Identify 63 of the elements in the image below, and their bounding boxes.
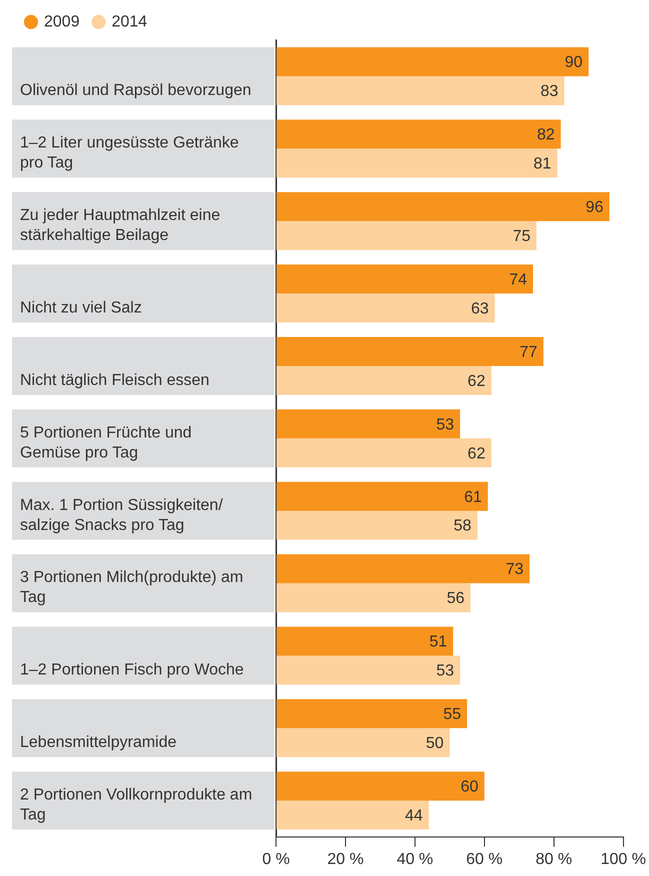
bar <box>276 264 534 294</box>
y-tick-label: 3 Portionen Milch(produkte) am Tag <box>20 569 244 606</box>
y-tick-label: Olivenöl und Rapsöl bevorzugen <box>20 82 252 100</box>
y-tick-label: Zu jeder Hauptmahlzeit eine stärkehaltige Beilage <box>20 207 220 244</box>
bar <box>276 728 450 758</box>
x-tick-label: 60 % <box>466 850 503 868</box>
data-label: 55 <box>443 706 462 724</box>
bar <box>276 221 536 250</box>
legend-label: 2014 <box>112 13 148 30</box>
data-label: 81 <box>534 156 552 173</box>
bar <box>276 148 558 178</box>
bar <box>276 482 488 511</box>
bar <box>276 366 492 395</box>
data-label: 83 <box>540 83 558 100</box>
data-label: 74 <box>509 271 528 288</box>
data-label: 51 <box>429 634 448 651</box>
bar <box>276 336 544 366</box>
data-label: 44 <box>405 807 423 824</box>
bar <box>276 76 564 106</box>
bar <box>276 47 589 76</box>
bar <box>276 772 484 801</box>
bar <box>276 656 460 685</box>
data-label: 75 <box>512 228 531 245</box>
bar <box>276 583 470 612</box>
y-tick-label: Lebensmittelpyramide <box>20 734 177 752</box>
bar <box>276 554 530 584</box>
data-label: 62 <box>468 372 486 390</box>
data-label: 58 <box>454 518 472 535</box>
bar <box>276 510 478 540</box>
data-label: 53 <box>436 416 454 434</box>
legend-label: 2009 <box>44 13 80 30</box>
data-label: 61 <box>464 488 482 506</box>
y-tick-label: 5 Portionen Früchte und Gemüse pro Tag <box>20 424 192 462</box>
data-label: 53 <box>436 662 454 680</box>
data-label: 77 <box>520 344 538 361</box>
x-tick-label: 80 % <box>536 850 572 868</box>
bar <box>276 800 429 830</box>
data-label: 50 <box>426 735 444 752</box>
y-tick-label: Max. 1 Portion Süssigkeiten/salzige Snacks pro Tag <box>20 496 224 534</box>
x-tick-label: 40 % <box>396 850 434 868</box>
bar <box>276 294 495 322</box>
bar <box>276 699 468 728</box>
y-tick-label: 2 Portionen Vollkornprodukte am Tag <box>20 786 252 824</box>
data-label: 56 <box>446 590 465 608</box>
x-tick-label: 100 % <box>600 850 646 868</box>
y-tick-label: 1–2 Liter ungesüsste Getränke pro Tag <box>20 134 239 172</box>
data-label: 60 <box>460 778 478 796</box>
x-tick-label: 20 % <box>327 850 364 868</box>
bar <box>276 438 492 468</box>
bar <box>276 192 610 222</box>
y-tick-label: 1–2 Portionen Fisch pro Woche <box>20 662 244 679</box>
bar <box>276 120 561 149</box>
bar <box>276 626 454 656</box>
y-tick-label: Nicht zu viel Salz <box>20 300 142 316</box>
y-tick-label: Nicht täglich Fleisch essen <box>20 372 210 389</box>
data-label: 96 <box>586 199 604 216</box>
data-label: 82 <box>537 126 555 144</box>
bar <box>276 409 460 438</box>
data-label: 63 <box>471 300 489 318</box>
data-label: 90 <box>564 54 583 72</box>
x-tick-label: 0 % <box>262 850 290 868</box>
data-label: 73 <box>506 561 524 578</box>
data-label: 62 <box>468 445 486 462</box>
